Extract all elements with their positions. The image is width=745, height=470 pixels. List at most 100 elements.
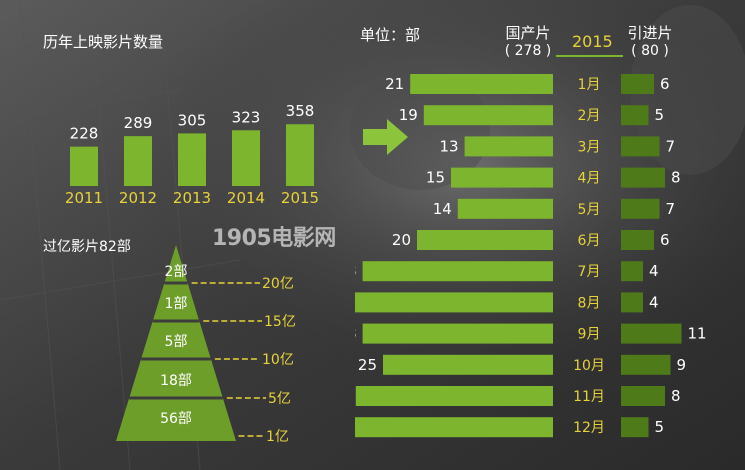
- imported-bar: [621, 386, 665, 406]
- domestic-total: ( 278 ): [504, 43, 552, 59]
- month-label: 11月: [573, 389, 605, 405]
- domestic-value-label: 13: [440, 137, 459, 155]
- imported-value-label: 4: [649, 293, 659, 311]
- annual-bar-2013: [178, 133, 206, 186]
- domestic-bar: [383, 354, 553, 375]
- imported-value-label: 8: [671, 387, 681, 405]
- annual-year-label: 2011: [65, 189, 103, 207]
- imported-value-label: 9: [677, 356, 687, 374]
- imported-bar: [621, 417, 649, 438]
- imported-bar: [621, 230, 654, 250]
- domestic-bar: [423, 105, 553, 126]
- domestic-value-label: 21: [385, 75, 404, 93]
- annual-bar-2012: [124, 136, 152, 186]
- month-label: 12月: [573, 420, 605, 436]
- pyramid-threshold-label: 15亿: [264, 314, 296, 330]
- imported-bar: [621, 136, 660, 157]
- annual-year-label: 2014: [227, 189, 265, 207]
- domestic-value-label: 19: [399, 106, 418, 124]
- month-label: 6月: [578, 233, 601, 249]
- annual-value-label: 289: [124, 114, 153, 132]
- domestic-header: 国产片 ( 278 ): [500, 22, 556, 59]
- domestic-value-label: 15: [426, 169, 445, 187]
- imported-value-label: 8: [671, 169, 681, 187]
- month-label: 10月: [573, 358, 605, 374]
- year-underline: [556, 55, 623, 57]
- pyramid-chart: 2部 20亿 1部 15亿 5部 10亿 18部 5亿 56部 1亿: [116, 245, 296, 445]
- domestic-bar: [355, 292, 553, 313]
- imported-bar: [621, 167, 665, 188]
- imported-total: ( 80 ): [631, 43, 669, 59]
- month-label: 7月: [578, 264, 601, 280]
- annual-bar-2014: [232, 130, 260, 186]
- imported-bar: [621, 292, 643, 313]
- month-label: 3月: [578, 139, 601, 155]
- imported-value-label: 4: [649, 262, 659, 280]
- annual-year-label: 2013: [173, 189, 211, 207]
- arrow-right-icon: [363, 119, 408, 155]
- pyramid-count-label: 1部: [165, 296, 188, 312]
- imported-bar: [621, 74, 654, 94]
- domestic-value-label: 20: [392, 231, 411, 249]
- annual-year-label: 2012: [119, 189, 157, 207]
- pyramid-count-label: 5部: [165, 334, 188, 350]
- domestic-bar: [362, 261, 553, 282]
- annual-value-label: 358: [286, 102, 315, 120]
- imported-header: 引进片 ( 80 ): [622, 22, 678, 59]
- pyramid-threshold-label: 5亿: [268, 391, 291, 407]
- imported-value-label: 7: [666, 137, 676, 155]
- month-label: 2月: [578, 108, 601, 124]
- pyramid-count-label: 56部: [160, 411, 192, 427]
- unit-label: 单位：部: [360, 26, 421, 44]
- imported-bar: [621, 198, 660, 219]
- domestic-value-label: 25: [358, 356, 377, 374]
- annual-value-label: 228: [70, 125, 99, 143]
- annual-value-label: 305: [178, 111, 207, 129]
- domestic-value-label: 28: [355, 325, 357, 343]
- imported-value-label: 6: [660, 75, 670, 93]
- imported-value-label: 5: [655, 418, 665, 436]
- annual-chart-title: 历年上映影片数量: [43, 33, 164, 51]
- domestic-bar: [451, 167, 553, 188]
- domestic-value-label: 28: [355, 262, 357, 280]
- month-label: 9月: [578, 327, 601, 343]
- annual-chart: 228 2011 289 2012 305 2013 323 2014 358 2015: [65, 102, 319, 207]
- pyramid-count-label: 2部: [165, 264, 188, 280]
- pyramid-title: 过亿影片82部: [43, 239, 131, 255]
- pyramid-threshold-label: 1亿: [266, 429, 289, 445]
- domestic-bar: [362, 323, 553, 344]
- annual-value-label: 323: [232, 108, 261, 126]
- imported-bar: [621, 261, 643, 282]
- imported-value-label: 7: [666, 200, 676, 218]
- monthly-chart: 211月6192月5133月7154月8145月7206月6287月4348月4…: [355, 74, 707, 438]
- imported-value-label: 6: [660, 231, 670, 249]
- month-label: 4月: [578, 171, 601, 187]
- pyramid-count-label: 18部: [160, 373, 192, 389]
- domestic-bar: [464, 136, 553, 157]
- imported-value-label: 11: [688, 325, 707, 343]
- imported-bar: [621, 354, 671, 375]
- pyramid-shape: [116, 245, 236, 441]
- month-label: 5月: [578, 202, 601, 218]
- domestic-label: 国产片: [505, 24, 551, 42]
- year-label: 2015: [572, 32, 613, 51]
- domestic-bar: [355, 386, 553, 406]
- imported-bar: [621, 323, 682, 344]
- domestic-bar: [417, 230, 553, 250]
- annual-bar-2011: [70, 146, 98, 186]
- imported-label: 引进片: [627, 24, 673, 42]
- pyramid-threshold-label: 10亿: [262, 352, 294, 368]
- domestic-bar: [355, 417, 553, 438]
- domestic-bar: [457, 198, 553, 219]
- source-logo: 1905电影网: [212, 226, 336, 251]
- month-label: 1月: [578, 77, 601, 93]
- pyramid-threshold-label: 20亿: [262, 276, 294, 292]
- annual-year-label: 2015: [281, 189, 319, 207]
- annual-bar-2015: [286, 124, 314, 186]
- imported-value-label: 5: [655, 106, 665, 124]
- imported-bar: [621, 105, 649, 126]
- domestic-value-label: 14: [433, 200, 452, 218]
- domestic-bar: [410, 74, 553, 94]
- month-label: 8月: [578, 295, 601, 311]
